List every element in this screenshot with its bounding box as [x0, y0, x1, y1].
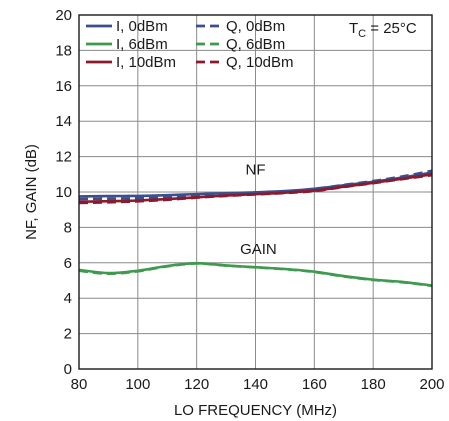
curves — [78, 169, 433, 288]
legend-label: I, 0dBm — [116, 18, 168, 35]
legend-label: Q, 6dBm — [226, 36, 285, 53]
series-line-q-10dbm — [78, 173, 433, 205]
y-tick-label: 20 — [55, 7, 72, 24]
x-tick-label: 120 — [184, 376, 209, 393]
y-tick-label: 16 — [55, 78, 72, 95]
x-tick-label: 200 — [419, 376, 444, 393]
series-line-q-0dbm — [78, 169, 433, 201]
temperature-value: = 25°C — [366, 20, 417, 37]
temperature-subscript: C — [358, 28, 366, 40]
y-tick-label: 4 — [64, 290, 72, 307]
y-tick-label: 8 — [64, 219, 72, 236]
annotation-nf: NF — [246, 161, 266, 178]
y-tick-label: 12 — [55, 149, 72, 166]
y-tick-label: 14 — [55, 113, 72, 130]
legend-label: I, 6dBm — [116, 36, 168, 53]
y-axis-label: NF, GAIN (dB) — [23, 144, 40, 240]
legend-label: I, 10dBm — [116, 54, 176, 71]
legend-label: Q, 10dBm — [226, 54, 294, 71]
annotations: NF GAIN — [240, 161, 277, 258]
annotation-gain: GAIN — [240, 241, 277, 258]
x-tick-label: 100 — [125, 376, 150, 393]
y-tick-label: 6 — [64, 255, 72, 272]
temperature-main: T — [349, 20, 358, 37]
y-tick-label: 0 — [64, 361, 72, 378]
legend-label: Q, 0dBm — [226, 18, 285, 35]
x-tick-label: 160 — [302, 376, 327, 393]
y-tick-label: 10 — [55, 184, 72, 201]
y-tick-label: 18 — [55, 42, 72, 59]
x-tick-label: 180 — [361, 376, 386, 393]
series-line-q-6dbm — [78, 262, 433, 288]
y-tick-label: 2 — [64, 326, 72, 343]
x-axis-label: LO FREQUENCY (MHz) — [174, 402, 337, 419]
x-tick-label: 80 — [71, 376, 88, 393]
temperature-label: TC = 25°C — [349, 20, 417, 40]
x-tick-labels: 80 100 120 140 160 180 200 — [71, 376, 445, 393]
plot-frame — [78, 14, 433, 370]
y-tick-labels: 0 2 4 6 8 10 12 14 16 18 20 — [55, 7, 72, 378]
x-tick-label: 140 — [243, 376, 268, 393]
